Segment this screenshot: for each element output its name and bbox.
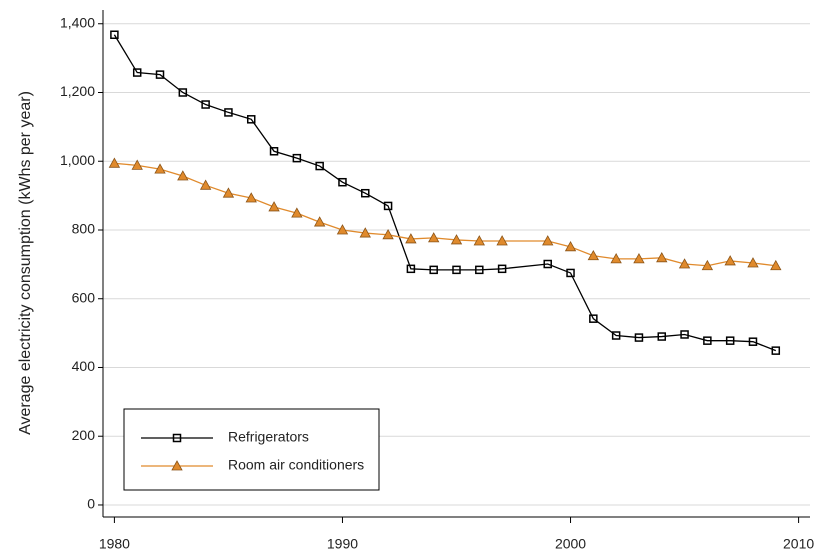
data-point	[268, 201, 280, 212]
data-point	[245, 192, 257, 203]
y-tick-label: 1,200	[60, 83, 95, 99]
data-point	[178, 88, 188, 97]
data-point	[701, 259, 714, 271]
data-point	[405, 233, 417, 244]
data-point	[131, 159, 143, 170]
data-point	[224, 108, 233, 117]
data-point	[406, 264, 416, 274]
data-point	[473, 235, 485, 246]
data-point	[497, 264, 507, 274]
data-point	[543, 259, 552, 269]
y-axis-label: Average electricity consumption (kWhs pe…	[17, 91, 34, 435]
data-point	[359, 227, 371, 238]
data-point	[566, 268, 575, 278]
data-point	[361, 188, 370, 198]
data-point	[657, 332, 667, 341]
data-point	[452, 265, 461, 275]
data-point	[291, 207, 303, 218]
series-line	[114, 162, 776, 267]
data-point	[634, 333, 644, 342]
legend-label: Refrigerators	[228, 429, 309, 445]
x-tick-label: 1990	[327, 536, 358, 552]
data-point	[496, 235, 508, 246]
data-point	[724, 255, 736, 266]
data-point	[269, 147, 279, 156]
data-point	[313, 216, 326, 227]
data-point	[246, 115, 256, 124]
data-point	[610, 253, 622, 264]
data-point	[589, 314, 598, 323]
data-point	[678, 258, 691, 269]
data-point	[587, 249, 600, 261]
y-tick-label: 1,000	[60, 152, 95, 168]
data-point	[199, 179, 212, 190]
data-point	[428, 232, 440, 243]
data-point	[383, 201, 393, 211]
data-point	[703, 336, 712, 345]
data-point	[429, 265, 438, 275]
data-point	[155, 70, 165, 79]
x-tick-label: 2000	[555, 536, 586, 552]
x-tick-label: 2010	[783, 536, 814, 552]
data-point	[222, 187, 235, 198]
data-point	[315, 161, 324, 171]
data-point	[292, 153, 302, 163]
data-point	[336, 224, 349, 235]
data-point	[110, 30, 119, 39]
data-point	[382, 228, 394, 240]
data-point	[108, 157, 121, 168]
y-tick-label: 800	[72, 221, 96, 237]
data-point	[748, 337, 758, 346]
data-point	[611, 331, 621, 340]
data-point	[656, 252, 668, 263]
legend-marker	[171, 460, 183, 471]
data-point	[201, 100, 210, 109]
data-point	[542, 235, 554, 246]
data-point	[771, 346, 781, 355]
data-point	[154, 163, 166, 174]
data-point	[132, 68, 142, 77]
data-point	[770, 259, 782, 271]
data-point	[633, 253, 645, 264]
legend-marker	[172, 433, 182, 443]
data-point	[338, 177, 347, 187]
y-tick-label: 400	[72, 358, 96, 374]
y-tick-label: 0	[87, 496, 95, 512]
data-point	[450, 234, 463, 245]
y-tick-label: 200	[72, 427, 96, 443]
data-point	[725, 336, 735, 345]
series-line	[113, 34, 777, 352]
y-tick-label: 600	[72, 289, 96, 305]
y-tick-label: 1,400	[60, 14, 95, 30]
legend-box	[123, 408, 380, 491]
data-point	[475, 265, 484, 275]
data-point	[680, 330, 689, 339]
data-point	[177, 170, 189, 181]
data-point	[564, 241, 577, 252]
x-tick-label: 1980	[99, 536, 130, 552]
data-point	[747, 257, 759, 268]
legend-label: Room air conditioners	[228, 457, 364, 473]
